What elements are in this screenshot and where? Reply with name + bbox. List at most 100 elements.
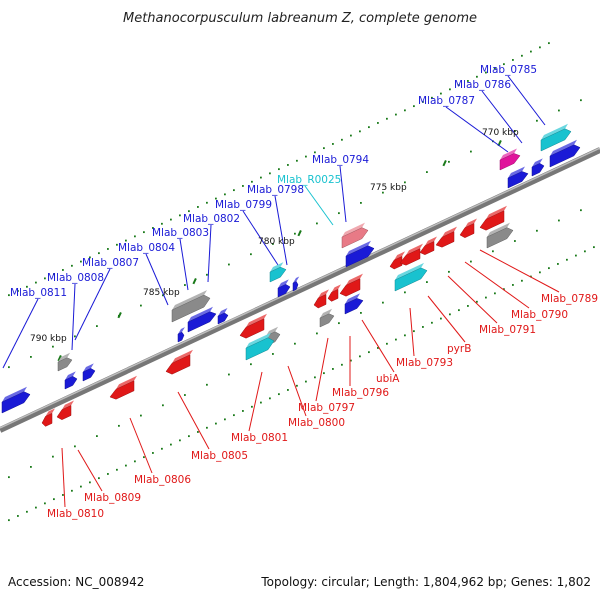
tick-dot <box>536 229 538 232</box>
gene-mlab-0796b-body <box>319 313 335 328</box>
tick-dot <box>269 397 271 400</box>
tick-dot <box>404 181 406 184</box>
gene-mlab-0785 <box>540 123 572 152</box>
gene-mlab-0797b-top <box>331 284 341 293</box>
gene-mlab-0807b <box>82 363 96 382</box>
tick-dot <box>125 239 127 242</box>
tick-dot <box>188 435 190 438</box>
tick-dot <box>431 96 433 99</box>
gene-mlab-0804b <box>177 327 185 343</box>
tick-dot <box>30 465 32 468</box>
leader-line <box>207 224 212 283</box>
gene-label: Mlab_0793 <box>396 357 453 369</box>
tick-dot <box>539 46 541 49</box>
tick-dash <box>57 355 62 362</box>
tick-dot <box>140 304 142 307</box>
tick-dot <box>395 338 397 341</box>
tick-dash <box>442 160 447 167</box>
tick-dot <box>566 258 568 261</box>
tick-dot <box>125 464 127 467</box>
gene-mlab-0802-body <box>217 312 229 325</box>
tick-dot <box>377 122 379 124</box>
tick-dot <box>485 71 487 74</box>
tick-dot <box>170 218 172 221</box>
tick-dot <box>350 134 352 137</box>
gene-mlab-0787b-body <box>507 171 529 189</box>
gene-mlab-r0025-top <box>342 222 365 237</box>
tick-dot <box>162 404 164 407</box>
gene-mlab-0801-top <box>246 313 267 328</box>
tick-dot <box>338 212 340 215</box>
leader-line <box>74 268 111 341</box>
tick-dot <box>250 363 252 366</box>
tick-dot <box>314 376 316 379</box>
gene-mlab-0807b-top <box>83 363 94 372</box>
tick-dot <box>512 284 514 286</box>
tick-dot <box>62 494 64 496</box>
map-title: Methanocorpusculum labreanum Z, complete… <box>123 11 477 26</box>
tick-dot <box>107 473 109 475</box>
gene-mlab-0785b-body <box>549 144 581 168</box>
tick-dot <box>96 435 98 437</box>
tick-dot <box>305 155 307 158</box>
gene-mlab-0803-top <box>188 306 213 322</box>
gene-mlab-0807-top <box>65 371 76 380</box>
gene-mlab-0807b-body <box>82 368 96 382</box>
tick-dot <box>548 267 550 270</box>
gene-mlab-0809 <box>56 400 74 420</box>
tick-labels: 790 kbp 785 kbp 780 kbp 775 kbp 770 kbp <box>30 128 519 344</box>
tick-dot <box>215 422 217 425</box>
gene-mlab-0801 <box>239 313 267 339</box>
gene-label: Mlab_0794 <box>312 154 369 166</box>
gene-mlab-0789-top <box>487 222 510 237</box>
tick-dot <box>413 105 415 108</box>
gene-mlab-0811-top <box>2 386 27 402</box>
tick-dot <box>44 277 46 280</box>
gene-mlab-0803 <box>187 306 217 333</box>
gene-mlab-0808 <box>57 352 73 372</box>
gene-mlab-0786 <box>531 158 545 177</box>
tick-dot <box>71 264 73 267</box>
gene-mlab-0798b <box>292 276 300 292</box>
tick-dot <box>431 321 433 324</box>
gene-labels: Mlab_0785 Mlab_0786 Mlab_0787 Mlab_0794 Mlab… <box>10 64 598 520</box>
tick-dot <box>188 210 190 213</box>
tick-dot <box>35 281 37 284</box>
gene-mlab-0789-body <box>486 227 514 249</box>
gene-ubia-body <box>344 298 364 315</box>
gene-mlab-0790b-body <box>479 210 505 231</box>
tick-dot <box>89 256 91 259</box>
gene-label: Mlab_0786 <box>454 79 511 91</box>
tick-dot <box>98 252 100 255</box>
gene-label: Mlab_R0025 <box>277 174 341 186</box>
tick-dot <box>260 176 262 179</box>
tick-label: 790 kbp <box>30 334 67 344</box>
tick-dot <box>278 393 280 396</box>
tick-dot <box>197 206 199 208</box>
gene-label: Mlab_0785 <box>480 64 537 76</box>
tick-dot <box>44 502 46 505</box>
gene-mlab-0793-body <box>389 256 403 270</box>
leader-line <box>304 185 334 226</box>
gene-label: Mlab_0796 <box>332 387 389 399</box>
leader-line <box>145 253 169 306</box>
accession-text: Accession: NC_008942 <box>8 575 144 589</box>
tick-dot <box>162 294 164 297</box>
gene-label: Mlab_0799 <box>215 199 272 211</box>
tick-dot <box>206 426 208 429</box>
gene-mlab-0811-body <box>1 391 31 414</box>
tick-dot <box>323 147 325 150</box>
tick-dot <box>107 248 109 250</box>
gene-label: Mlab_0800 <box>288 417 345 429</box>
tick-dot <box>548 42 550 45</box>
tick-dot <box>206 273 208 276</box>
gene-label: Mlab_0801 <box>231 432 288 444</box>
tick-dot <box>404 334 406 337</box>
tick-dot <box>494 292 496 295</box>
gene-mlab-0804 <box>171 290 211 323</box>
gene-label: Mlab_0806 <box>134 474 191 486</box>
tick-dot <box>17 290 19 292</box>
tick-dot <box>341 138 343 141</box>
tick-dot <box>197 431 199 433</box>
gene-mlab-0802-top <box>218 307 228 316</box>
